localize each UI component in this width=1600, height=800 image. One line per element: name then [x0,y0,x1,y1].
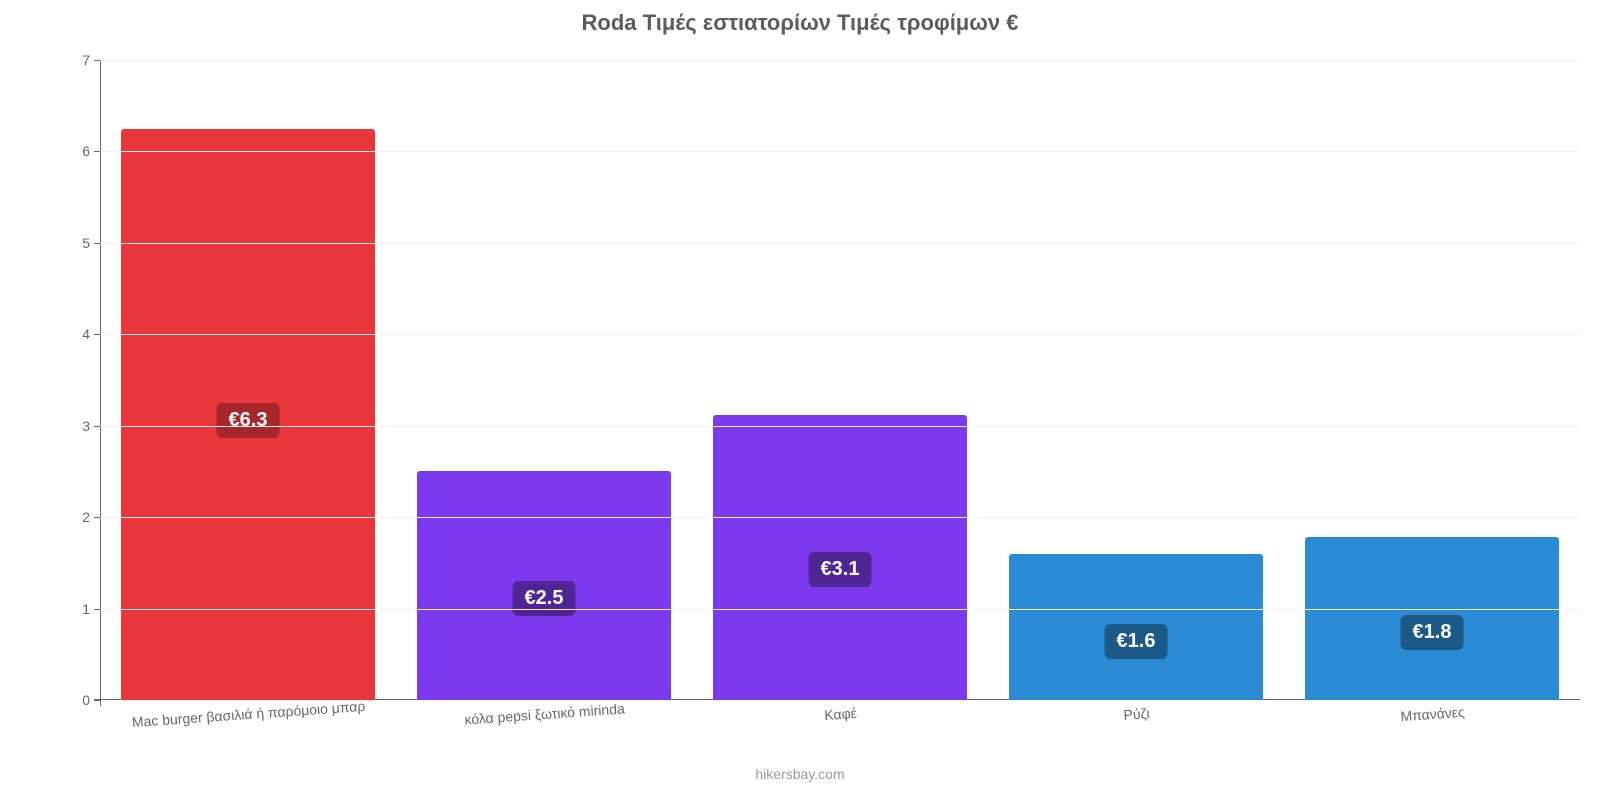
y-tick-label: 6 [60,143,90,159]
y-tick-label: 7 [60,52,90,68]
bar: €1.6 [1009,554,1264,700]
x-axis-label: Ρύζι [1123,705,1150,723]
x-axis-label: Καφέ [824,705,858,723]
bar-slot: €1.6 [988,60,1284,700]
y-tick-label: 0 [60,692,90,708]
bar: €3.1 [713,415,968,700]
y-tick-label: 1 [60,601,90,617]
value-badge: €6.3 [217,403,280,438]
bar-slot: €2.5 [396,60,692,700]
x-label-slot: Ρύζι [988,706,1284,746]
gridline [100,243,1580,244]
x-label-slot: Mac burger βασιλιά ή παρόμοιο μπαρ [100,706,396,746]
y-tick-mark [94,151,100,152]
y-tick-mark [94,700,100,701]
x-axis-labels: Mac burger βασιλιά ή παρόμοιο μπαρκόλα p… [100,706,1580,746]
x-axis-label: Mac burger βασιλιά ή παρόμοιο μπαρ [131,698,365,730]
y-tick-mark [94,243,100,244]
y-tick-mark [94,426,100,427]
y-tick-label: 5 [60,235,90,251]
gridline [100,517,1580,518]
gridline [100,426,1580,427]
x-axis-label: Μπανάνες [1400,704,1465,724]
bar: €6.3 [121,129,376,700]
bar: €1.8 [1305,537,1560,700]
value-badge: €3.1 [809,552,872,587]
chart-title: Roda Τιμές εστιατορίων Τιμές τροφίμων € [0,10,1600,36]
bar-slot: €3.1 [692,60,988,700]
bar: €2.5 [417,471,672,700]
value-badge: €1.6 [1105,624,1168,659]
x-label-slot: Μπανάνες [1284,706,1580,746]
x-label-slot: Καφέ [692,706,988,746]
value-badge: €2.5 [513,581,576,616]
value-badge: €1.8 [1401,615,1464,650]
y-tick-mark [94,334,100,335]
y-tick-label: 4 [60,326,90,342]
gridline [100,609,1580,610]
y-tick-mark [94,60,100,61]
bar-slot: €1.8 [1284,60,1580,700]
chart-footer: hikersbay.com [0,766,1600,782]
bar-slot: €6.3 [100,60,396,700]
y-tick-mark [94,517,100,518]
plot-area: €6.3€2.5€3.1€1.6€1.8 01234567 [100,60,1580,700]
bars-row: €6.3 €2.5 €3.1 €1.6 €1.8 [100,60,1580,700]
gridline [100,334,1580,335]
chart-container: Roda Τιμές εστιατορίων Τιμές τροφίμων € … [0,0,1600,800]
gridline [100,151,1580,152]
y-tick-label: 2 [60,509,90,525]
gridline [100,60,1580,61]
x-label-slot: κόλα pepsi ξωτικό mirinda [396,706,692,746]
y-tick-mark [94,609,100,610]
x-axis-label: κόλα pepsi ξωτικό mirinda [464,700,625,727]
y-tick-label: 3 [60,418,90,434]
